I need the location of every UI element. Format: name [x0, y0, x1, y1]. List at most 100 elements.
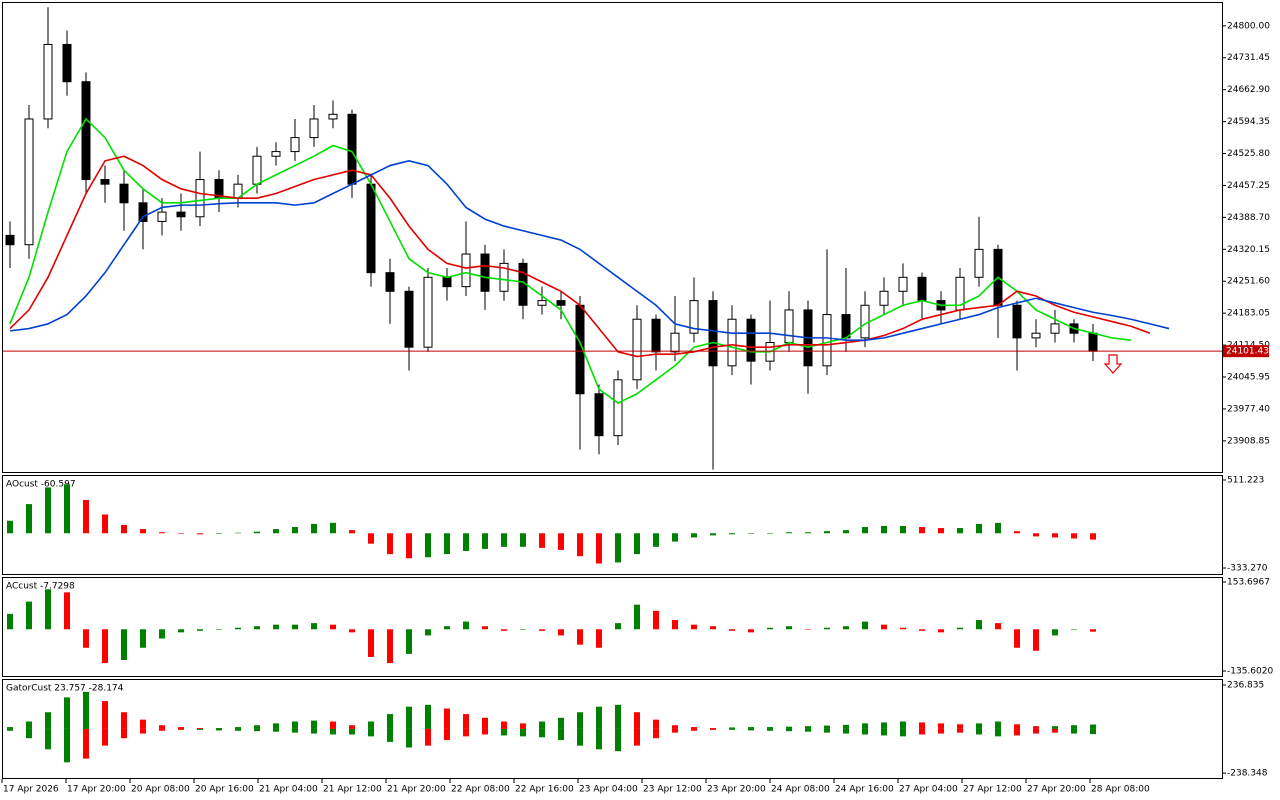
gator-bar	[919, 728, 925, 735]
moving-average	[9, 117, 1132, 405]
gator-bar	[1090, 724, 1096, 729]
moving-average	[9, 160, 1170, 341]
y-tick-label: -238.348	[1227, 769, 1268, 779]
x-tick-label: 21 Apr 12:00	[323, 785, 382, 795]
histogram-bar	[1052, 629, 1058, 636]
histogram-bar	[197, 533, 203, 535]
histogram-bar	[653, 533, 659, 547]
candle-body	[100, 179, 110, 185]
histogram-bar	[767, 533, 773, 534]
histogram-bar	[406, 629, 412, 654]
histogram-bar	[159, 629, 165, 639]
histogram-bar	[406, 533, 412, 559]
sell-arrow	[1103, 354, 1123, 374]
gator-bar	[539, 728, 545, 738]
gator-bar	[881, 728, 887, 736]
histogram-bar	[691, 624, 697, 630]
gator-bar	[235, 727, 241, 729]
histogram-bar	[710, 626, 716, 630]
gator-bar	[444, 728, 450, 741]
gator-bar	[615, 704, 621, 729]
histogram-bar	[482, 626, 488, 630]
gator-bar	[26, 728, 32, 739]
indicator-title: GatorCust 23.757 -28.174	[6, 684, 124, 694]
histogram-bar	[444, 533, 450, 555]
x-tick-label: 27 Apr 20:00	[1027, 785, 1086, 795]
gator-bar	[748, 727, 754, 729]
histogram-bar	[729, 533, 735, 535]
histogram-bar	[121, 524, 127, 534]
candle-body	[347, 113, 357, 185]
histogram-bar	[558, 629, 564, 636]
gator-bar	[311, 720, 317, 729]
histogram-bar	[254, 626, 260, 630]
histogram-bar	[311, 523, 317, 534]
gator-bar	[919, 722, 925, 729]
gator-bar	[653, 728, 659, 739]
y-tick-label: 24183.05	[1227, 309, 1270, 319]
x-tick-label: 27 Apr 12:00	[963, 785, 1022, 795]
histogram-bar	[273, 529, 279, 534]
histogram-bar	[102, 514, 108, 534]
gator-bar	[1014, 728, 1020, 736]
candle-body	[879, 290, 889, 306]
candle-body	[119, 183, 129, 204]
moving-average	[9, 155, 1151, 358]
histogram-bar	[368, 629, 374, 657]
gator-bar	[273, 728, 279, 732]
gator-bar	[102, 701, 108, 729]
gator-bar	[482, 717, 488, 729]
candle-body	[499, 262, 509, 292]
candle-body	[461, 253, 471, 288]
candle-body	[404, 290, 414, 348]
indicator-title: ACcust -7.7298	[6, 582, 75, 592]
histogram-bar	[976, 523, 982, 534]
gator-bar	[349, 725, 355, 729]
gator-bar	[520, 728, 526, 737]
x-tick-label: 24 Apr 08:00	[771, 785, 830, 795]
histogram-bar	[938, 528, 944, 534]
gator-bar	[615, 728, 621, 752]
gator-bar	[292, 728, 298, 733]
gator-bar	[558, 717, 564, 729]
gator-bar	[387, 728, 393, 742]
x-tick-label: 23 Apr 12:00	[643, 785, 702, 795]
histogram-bar	[596, 533, 602, 564]
gator-bar	[976, 728, 982, 735]
gator-bar	[83, 691, 89, 729]
histogram-bar	[558, 533, 564, 550]
histogram-bar	[7, 520, 13, 534]
candle-body	[841, 314, 851, 339]
gator-bar	[178, 727, 184, 729]
gator-bar	[558, 728, 564, 741]
histogram-bar	[1090, 629, 1096, 632]
gator-bar	[197, 727, 203, 729]
gator-bar	[330, 721, 336, 729]
gator-bar	[501, 728, 507, 736]
gator-bar	[26, 721, 32, 729]
histogram-bar	[862, 527, 868, 534]
gator-bar	[938, 723, 944, 729]
histogram-bar	[235, 532, 241, 534]
gator-bar	[824, 725, 830, 729]
histogram-bar	[83, 499, 89, 534]
histogram-bar	[330, 624, 336, 630]
histogram-bar	[26, 601, 32, 630]
gator-panel	[2, 679, 1223, 779]
candle-body	[556, 300, 566, 306]
gator-bar	[862, 723, 868, 729]
histogram-bar	[843, 626, 849, 630]
x-tick-label: 27 Apr 04:00	[899, 785, 958, 795]
histogram-bar	[121, 629, 127, 661]
histogram-bar	[197, 629, 203, 631]
candle-body	[309, 118, 319, 139]
gator-bar	[805, 728, 811, 732]
histogram-bar	[957, 528, 963, 534]
gator-bar	[45, 712, 51, 729]
x-tick-label: 20 Apr 08:00	[131, 785, 190, 795]
gator-bar	[235, 728, 241, 731]
gator-bar	[729, 728, 735, 730]
x-tick-label: 28 Apr 08:00	[1091, 785, 1150, 795]
gator-bar	[1052, 728, 1058, 733]
